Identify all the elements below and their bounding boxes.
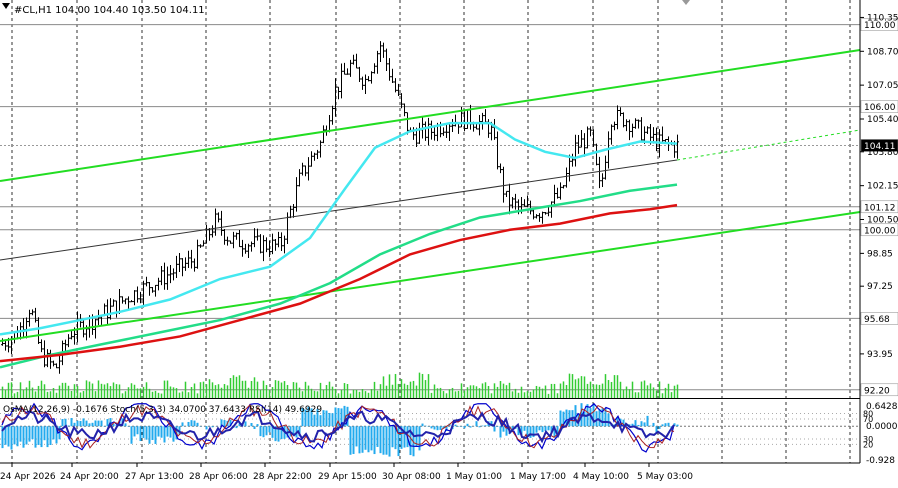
osc-scale-label: 0.0000 bbox=[866, 422, 898, 432]
level-label: 92.20 bbox=[864, 386, 890, 396]
level-label: 106.00 bbox=[864, 103, 896, 113]
stoch-level-label: 20 bbox=[863, 440, 873, 449]
stoch-signal-line bbox=[1, 404, 675, 449]
price-tick-label: 100.50 bbox=[867, 216, 898, 226]
time-label: 4 May 10:00 bbox=[573, 472, 629, 482]
price-tick-label: 110.35 bbox=[867, 13, 898, 23]
time-label: 28 Apr 22:00 bbox=[253, 472, 312, 482]
symbol-dropdown-icon bbox=[2, 3, 10, 9]
indicator-lines bbox=[0, 49, 861, 369]
price-tick-label: 98.85 bbox=[867, 249, 893, 259]
level-label-box bbox=[860, 383, 898, 397]
time-label: 1 May 01:00 bbox=[446, 472, 502, 482]
ma-slow-line bbox=[0, 203, 678, 363]
time-label: 24 Apr 2026 bbox=[0, 472, 56, 482]
level-label-box bbox=[860, 18, 898, 31]
stoch-level-label: 70 bbox=[863, 415, 873, 424]
price-bars[interactable] bbox=[1, 41, 679, 374]
rsi-line bbox=[1, 410, 675, 444]
price-tick-label: 102.15 bbox=[867, 182, 898, 192]
time-label: 30 Apr 08:00 bbox=[382, 472, 441, 482]
price-tick-label: 107.05 bbox=[867, 81, 898, 91]
time-label: 1 May 17:00 bbox=[510, 472, 566, 482]
level-label-box bbox=[860, 200, 898, 214]
level-label: 100.00 bbox=[864, 226, 896, 236]
osc-scale-label: -0.928 bbox=[866, 456, 895, 466]
level-label: 110.00 bbox=[864, 21, 896, 31]
level-label-box bbox=[860, 139, 898, 152]
level-label-box bbox=[860, 223, 898, 237]
time-label: 24 Apr 20:00 bbox=[60, 472, 119, 482]
time-label: 5 May 03:00 bbox=[637, 472, 693, 482]
level-label: 104.11 bbox=[864, 142, 896, 152]
price-tick-label: 97.25 bbox=[867, 282, 893, 292]
level-label-box bbox=[860, 100, 898, 113]
time-label: 27 Apr 13:00 bbox=[125, 472, 184, 482]
level-label: 95.68 bbox=[864, 315, 890, 325]
level-label-box bbox=[860, 312, 898, 325]
stoch-level-label: 80 bbox=[863, 410, 873, 419]
level-label: 101.12 bbox=[864, 203, 896, 213]
chart-shift-marker-icon bbox=[682, 0, 690, 5]
channel-lower-line bbox=[0, 211, 861, 342]
osc-scale-label: 0.6428 bbox=[866, 402, 898, 412]
price-tick-label: 105.40 bbox=[867, 115, 898, 125]
stoch-level-label: 30 bbox=[863, 435, 873, 444]
indicator-header: OsMA(12,26,9) -0.1676 Stoch(5,3,3) 34.07… bbox=[3, 405, 322, 415]
volume-bars bbox=[1, 372, 679, 398]
channel-upper-line bbox=[0, 49, 861, 182]
ma-mid-line bbox=[0, 183, 678, 369]
time-label: 28 Apr 06:00 bbox=[189, 472, 248, 482]
horizontal-levels[interactable]: 110.00 106.00 104.11 101.12 100.00 95.68 92.20 bbox=[0, 18, 898, 397]
price-tick-label: 103.80 bbox=[867, 148, 898, 158]
channel-mid-line bbox=[0, 159, 678, 261]
ma-fast-line bbox=[0, 121, 678, 336]
symbol-header: #CL,H1 104.00 104.40 103.50 104.11 bbox=[14, 5, 205, 16]
price-tick-label: 108.70 bbox=[867, 47, 898, 57]
time-label: 29 Apr 15:00 bbox=[318, 472, 377, 482]
channel-mid-extension bbox=[676, 129, 861, 161]
price-tick-label: 93.95 bbox=[867, 350, 893, 360]
